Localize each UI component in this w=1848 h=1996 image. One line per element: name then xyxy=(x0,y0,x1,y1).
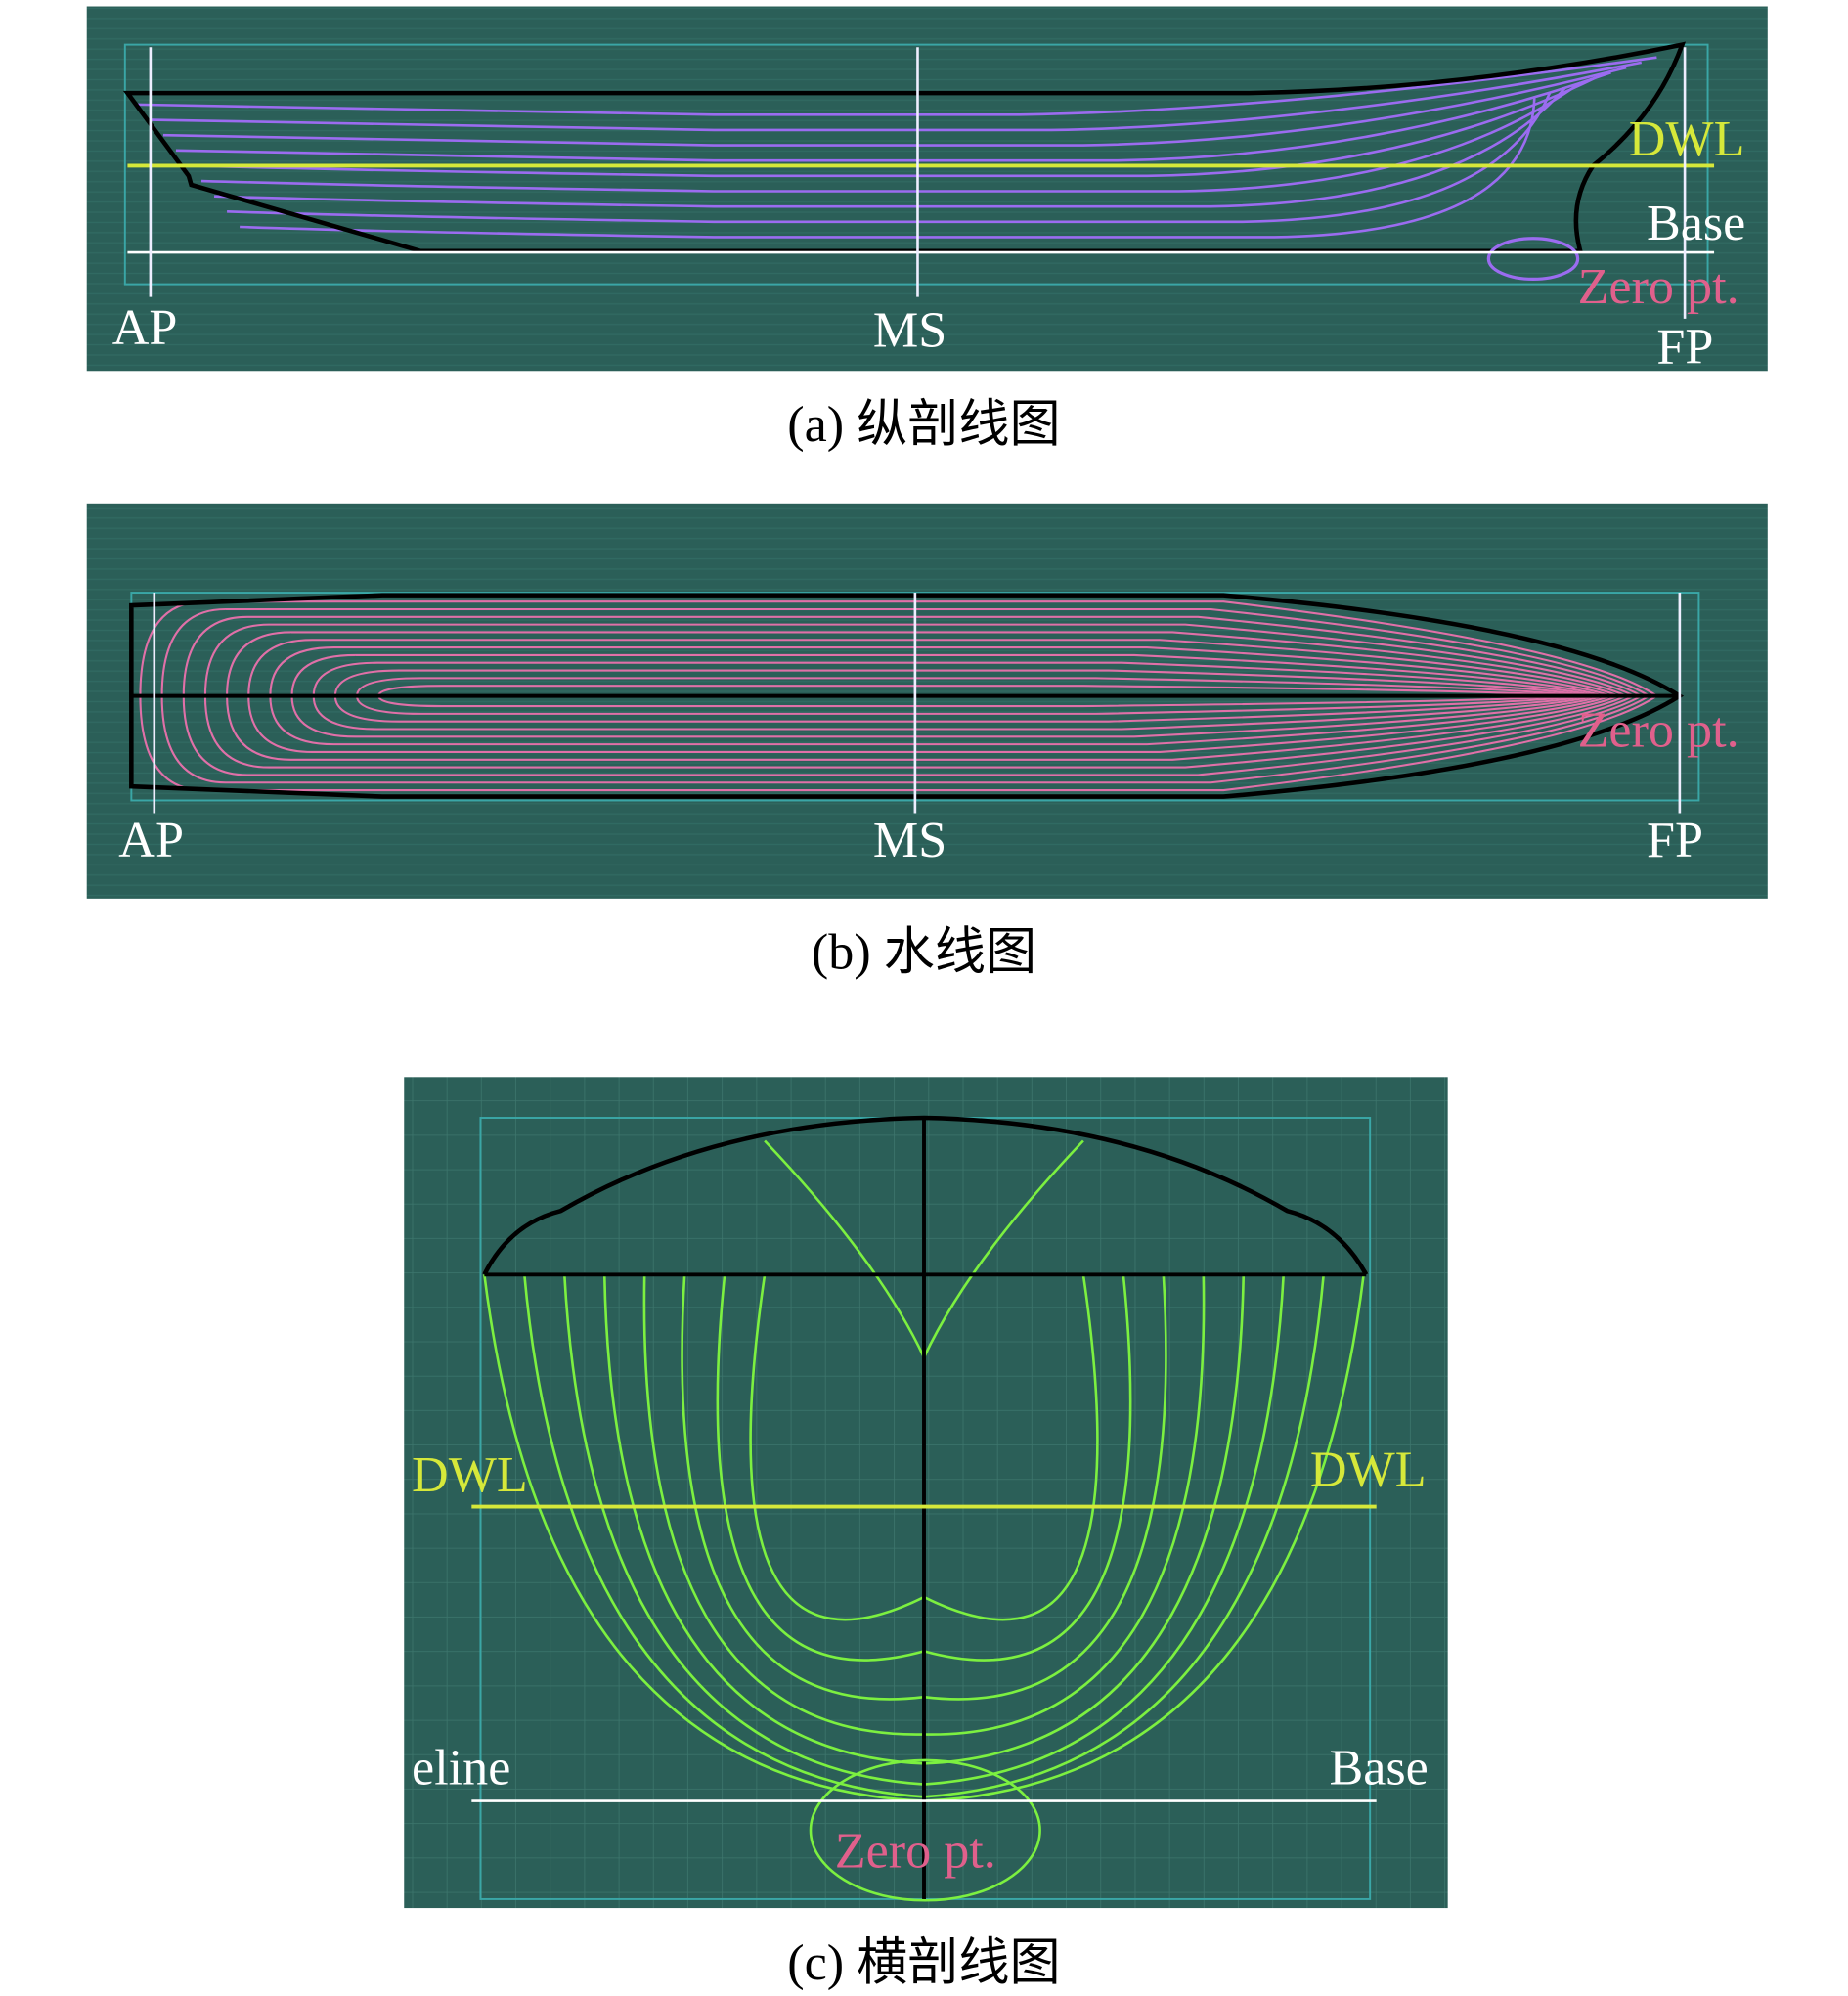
section-line xyxy=(642,1274,925,1736)
buttock-line xyxy=(188,76,1597,178)
ms-label: MS xyxy=(873,303,946,359)
section-line xyxy=(923,1274,1286,1786)
buttock-line xyxy=(150,61,1643,132)
section-line xyxy=(523,1274,925,1798)
section-line xyxy=(681,1274,925,1701)
waterline xyxy=(139,600,1659,792)
caption: (a) 纵剖线图 xyxy=(787,397,1060,453)
zero-label: Zero pt. xyxy=(835,1823,996,1879)
base-label: eline xyxy=(412,1741,510,1796)
section-line xyxy=(749,1274,925,1621)
section-line xyxy=(716,1274,925,1662)
profile-panel: AP MS FP DWL Base Zero pt. xyxy=(86,6,1768,375)
base-label: Base xyxy=(1329,1741,1428,1796)
section-lines xyxy=(483,1139,1365,1802)
hull-outline xyxy=(122,41,1687,254)
buttock-line xyxy=(200,81,1581,193)
bulb xyxy=(1486,237,1580,282)
buttock-line xyxy=(162,66,1627,147)
zero-label: Zero pt. xyxy=(1578,259,1739,315)
buttock-line xyxy=(175,71,1611,162)
section-line xyxy=(923,1274,1206,1736)
fp-label: FP xyxy=(1656,319,1713,375)
caption: (b) 水线图 xyxy=(812,925,1036,981)
ap-label: AP xyxy=(112,300,178,356)
buttock-line xyxy=(137,56,1657,116)
caption: (c) 横剖线图 xyxy=(787,1935,1060,1991)
ms-label: MS xyxy=(873,813,946,868)
zero-label: Zero pt. xyxy=(1578,703,1739,759)
section-line xyxy=(923,1274,1365,1802)
waterline-panel: AP MS FP Zero pt. xyxy=(86,503,1768,899)
section-line xyxy=(923,1274,1167,1701)
section-line xyxy=(483,1274,925,1802)
deck-line xyxy=(482,1115,1369,1276)
section-line xyxy=(923,1274,1132,1662)
section-line xyxy=(923,1274,1246,1765)
base-label: Base xyxy=(1647,196,1745,251)
panel-bg xyxy=(86,503,1768,899)
dwl-label: DWL xyxy=(1310,1442,1427,1498)
dwl-label: DWL xyxy=(1629,111,1745,167)
body-plan-panel: DWL DWL eline Base Zero pt. xyxy=(404,1077,1448,1909)
fp-label: FP xyxy=(1647,813,1703,868)
buttock-line xyxy=(214,87,1566,208)
section-line xyxy=(562,1274,925,1786)
dwl-label: DWL xyxy=(412,1447,528,1503)
bulb-section xyxy=(809,1758,1041,1902)
section-line xyxy=(923,1274,1099,1621)
ap-label: AP xyxy=(118,813,184,868)
section-line xyxy=(602,1274,925,1765)
section-line xyxy=(923,1274,1325,1798)
